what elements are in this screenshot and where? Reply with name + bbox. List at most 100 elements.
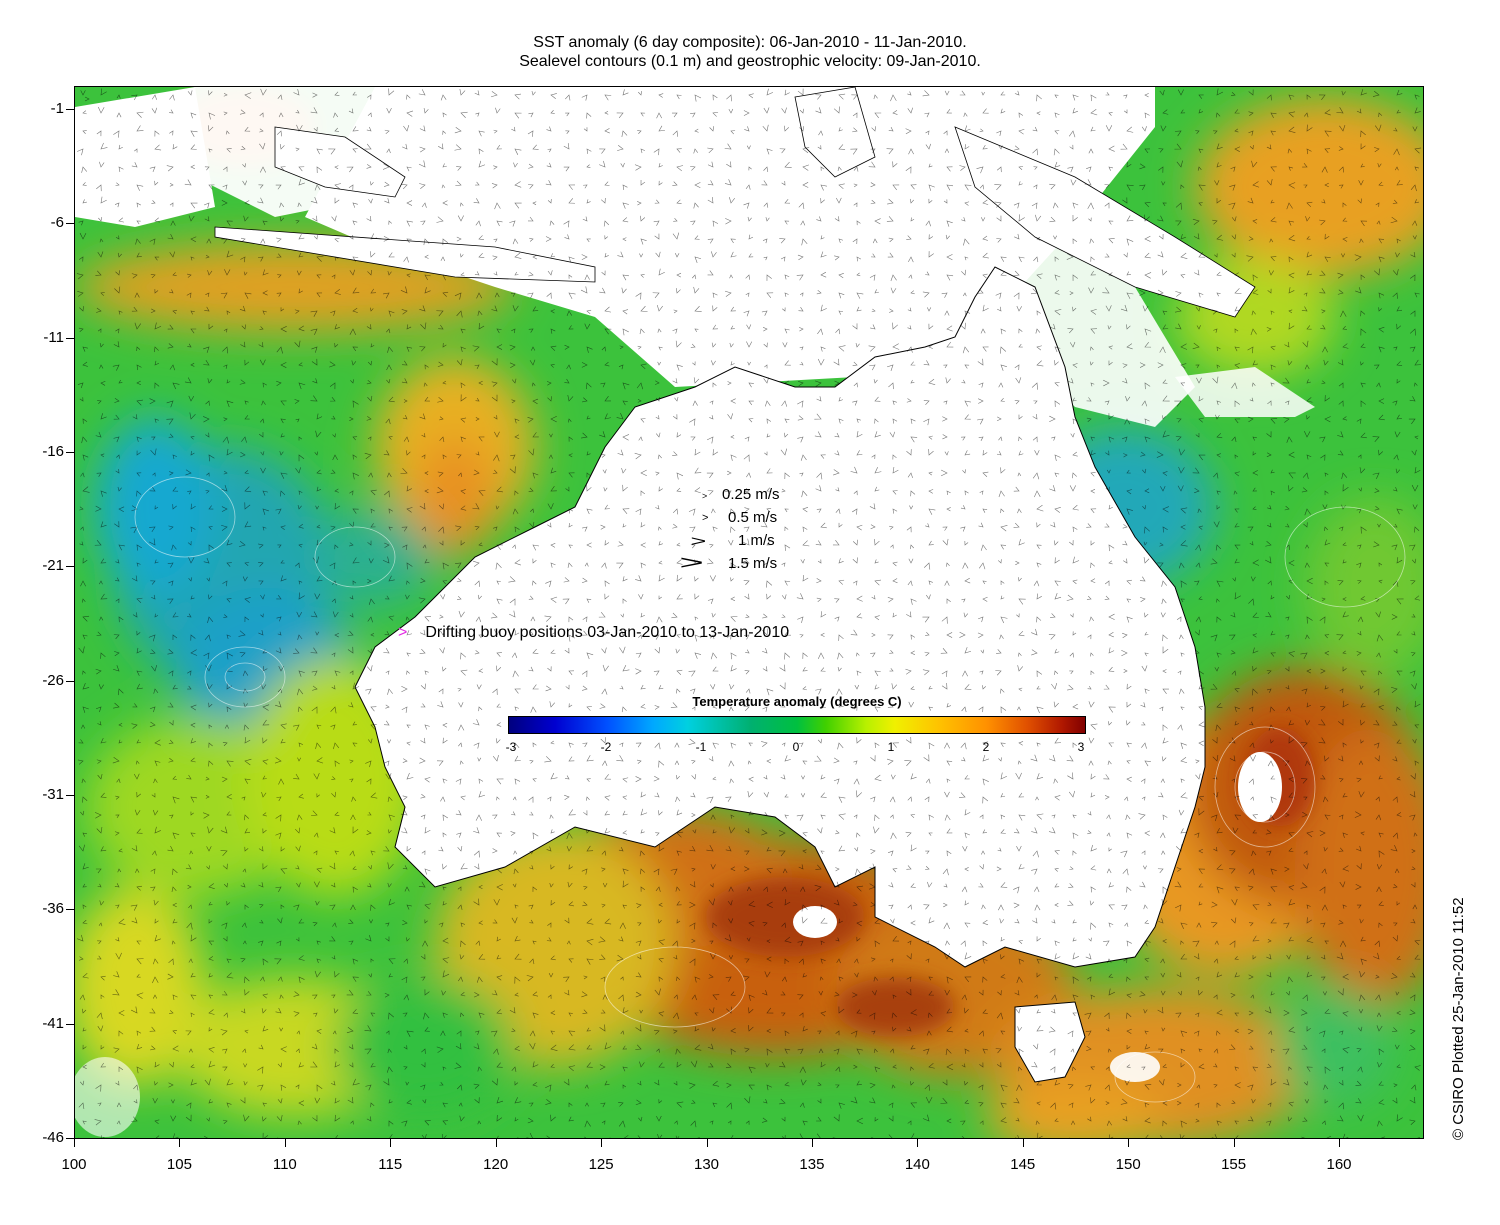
velocity-arrow — [1373, 952, 1380, 960]
velocity-arrow — [1319, 288, 1326, 294]
velocity-arrow — [208, 1047, 215, 1053]
velocity-arrow — [604, 827, 611, 834]
velocity-arrow — [1175, 436, 1182, 441]
velocity-arrow — [1301, 688, 1308, 695]
velocity-arrow — [348, 919, 354, 924]
velocity-arrow — [528, 904, 534, 910]
velocity-arrow — [982, 252, 989, 259]
velocity-arrow — [817, 328, 824, 335]
velocity-arrow — [1378, 775, 1383, 780]
velocity-arrow — [1126, 343, 1133, 350]
velocity-arrow — [168, 525, 174, 531]
velocity-arrow — [1108, 413, 1114, 420]
velocity-arrow — [150, 580, 156, 585]
velocity-arrow — [473, 827, 480, 834]
velocity-arrow — [928, 976, 933, 981]
velocity-arrow — [1324, 1099, 1329, 1104]
velocity-arrow — [964, 541, 969, 546]
velocity-arrow — [331, 882, 336, 888]
velocity-arrow — [838, 418, 844, 424]
velocity-arrow — [798, 864, 804, 870]
velocity-arrow — [1300, 1009, 1308, 1016]
velocity-arrow — [512, 508, 519, 515]
velocity-arrow — [509, 1007, 516, 1014]
velocity-arrow — [781, 562, 786, 567]
velocity-arrow — [856, 595, 863, 602]
velocity-arrow — [406, 166, 412, 172]
velocity-arrow — [618, 847, 624, 852]
velocity-arrow — [888, 904, 894, 910]
velocity-arrow — [923, 904, 930, 910]
velocity-arrow — [496, 954, 502, 960]
velocity-arrow — [529, 359, 536, 366]
velocity-arrow — [1142, 865, 1147, 870]
velocity-arrow — [1322, 346, 1328, 353]
velocity-arrow — [1342, 650, 1347, 655]
velocity-arrow — [1198, 721, 1205, 728]
velocity-arrow — [1176, 418, 1182, 423]
velocity-arrow — [548, 454, 553, 459]
velocity-arrow — [167, 702, 174, 708]
velocity-arrow — [424, 287, 431, 294]
velocity-arrow — [1108, 973, 1114, 978]
velocity-arrow — [978, 706, 984, 713]
velocity-arrow — [295, 827, 301, 834]
velocity-arrow — [352, 256, 359, 262]
velocity-arrow — [799, 634, 804, 638]
velocity-arrow — [959, 631, 966, 638]
velocity-arrow — [1288, 256, 1294, 263]
velocity-arrow — [296, 688, 304, 696]
velocity-arrow — [946, 1008, 953, 1014]
velocity-arrow — [1248, 130, 1254, 136]
velocity-arrow — [634, 164, 642, 171]
velocity-arrow — [748, 1084, 755, 1090]
velocity-arrow — [1160, 972, 1165, 978]
velocity-arrow — [1162, 1064, 1168, 1069]
velocity-arrow — [1342, 666, 1347, 672]
velocity-arrow — [820, 958, 826, 964]
velocity-arrow — [838, 634, 844, 641]
velocity-arrow — [1144, 976, 1149, 981]
velocity-arrow — [406, 562, 413, 570]
velocity-arrow — [368, 558, 374, 564]
velocity-arrow — [1108, 560, 1113, 565]
velocity-arrow — [100, 453, 105, 458]
velocity-arrow — [149, 538, 156, 546]
velocity-arrow — [1337, 272, 1344, 279]
velocity-arrow — [673, 994, 679, 1000]
velocity-arrow — [604, 593, 610, 600]
velocity-arrow — [226, 1102, 232, 1108]
velocity-arrow — [474, 1097, 480, 1104]
velocity-arrow — [203, 360, 210, 366]
velocity-arrow — [388, 973, 393, 978]
velocity-arrow — [1162, 886, 1169, 894]
velocity-arrow — [640, 274, 645, 278]
velocity-arrow — [1036, 616, 1042, 623]
velocity-arrow — [674, 1120, 678, 1125]
velocity-arrow — [640, 112, 646, 117]
velocity-arrow — [726, 161, 732, 168]
velocity-arrow — [1123, 252, 1128, 258]
velocity-arrow — [1192, 940, 1200, 947]
velocity-arrow — [1072, 952, 1079, 960]
velocity-arrow — [514, 252, 522, 259]
velocity-arrow — [1107, 958, 1112, 964]
y-tick-label: -41 — [42, 1014, 64, 1032]
velocity-arrow — [294, 340, 301, 348]
velocity-arrow — [1198, 184, 1206, 191]
velocity-arrow — [1178, 562, 1185, 569]
velocity-arrow — [382, 163, 390, 170]
velocity-arrow — [1106, 814, 1111, 820]
velocity-arrow — [386, 1066, 393, 1073]
velocity-arrow — [1341, 90, 1346, 96]
velocity-arrow — [619, 345, 624, 350]
velocity-arrow — [511, 652, 518, 659]
velocity-arrow — [440, 594, 446, 600]
velocity-arrow — [367, 540, 372, 546]
velocity-arrow — [135, 760, 140, 765]
velocity-arrow — [604, 253, 609, 258]
velocity-arrow — [638, 634, 642, 639]
velocity-arrow — [960, 742, 967, 750]
velocity-arrow — [676, 165, 684, 172]
velocity-arrow — [964, 775, 970, 780]
